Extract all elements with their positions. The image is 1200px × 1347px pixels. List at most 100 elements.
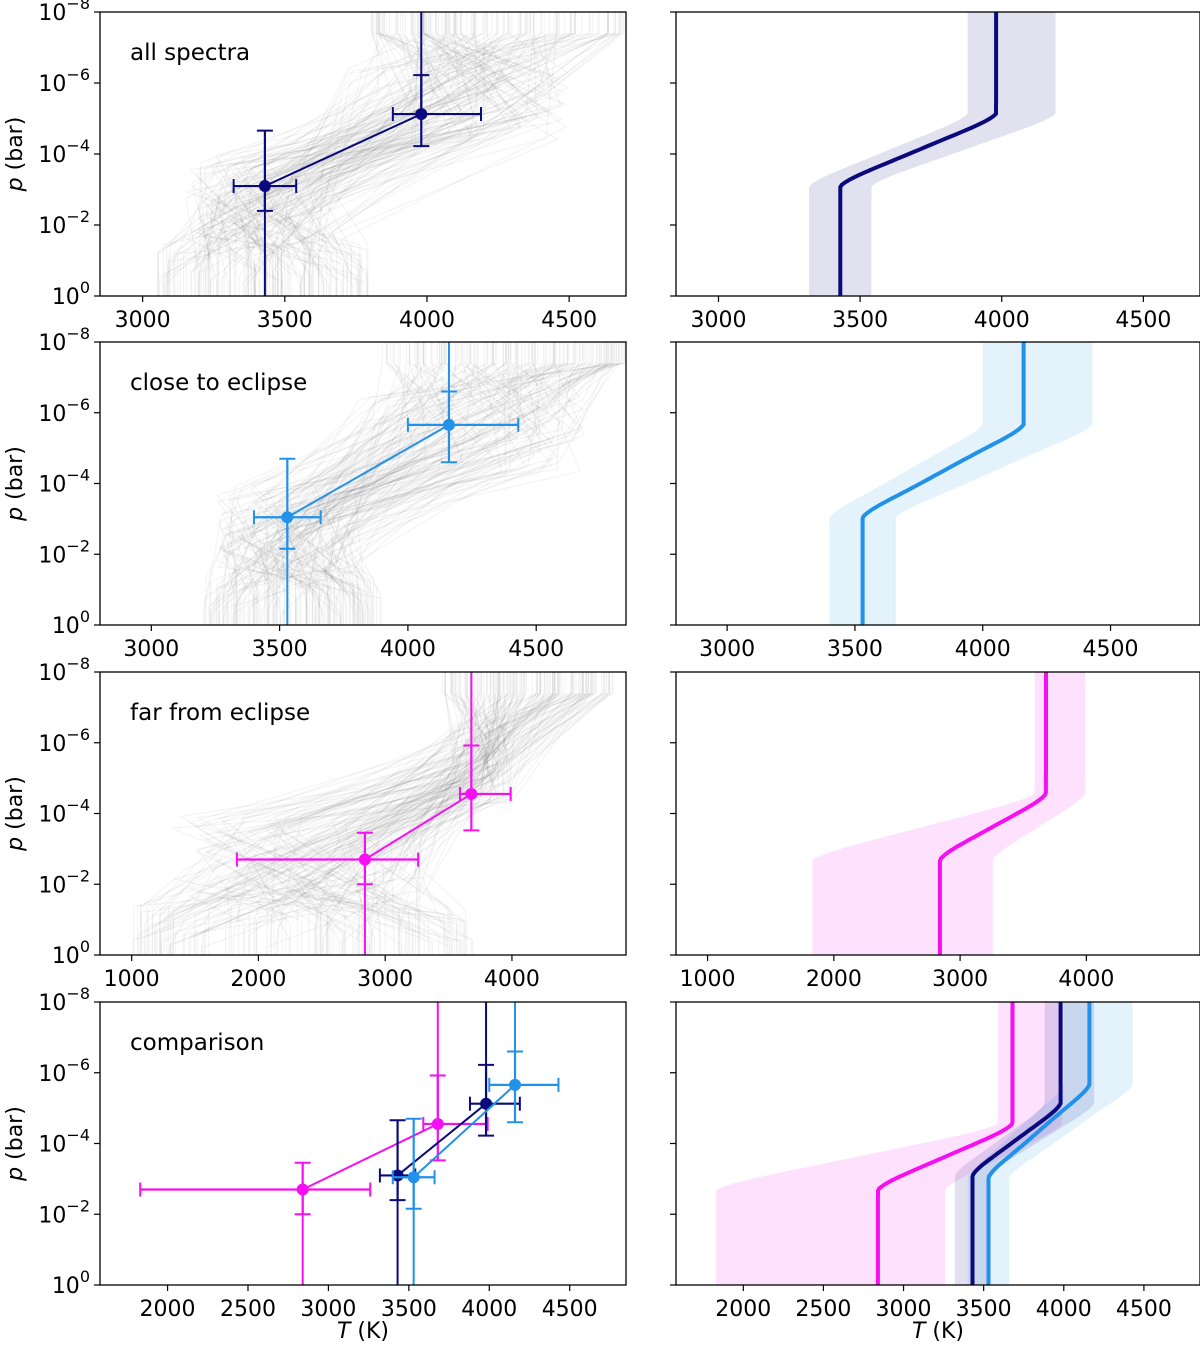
sample-line	[222, 342, 463, 625]
panel-cmp-right: 2000 2500 3000 3500 4000 4500	[670, 1001, 1200, 1322]
sample-line	[220, 342, 585, 625]
sample-line	[241, 342, 577, 625]
sample-line	[286, 672, 491, 955]
sample-line	[234, 12, 484, 296]
sample-line	[281, 342, 542, 625]
sample-line	[210, 342, 564, 625]
sample-line	[174, 672, 511, 955]
sample-line	[209, 12, 554, 296]
data-point	[415, 108, 428, 121]
y-tick-base: 10	[38, 991, 66, 1016]
sample-line	[234, 672, 515, 955]
x-tick-label: 3500	[257, 308, 313, 333]
sample-line	[195, 672, 500, 955]
sample-line	[300, 342, 471, 625]
sample-line	[274, 342, 549, 625]
profile-median-far	[875, 1002, 1015, 1285]
x-tick-label: 3500	[832, 308, 888, 333]
sample-line	[262, 342, 442, 625]
sample-line	[169, 672, 575, 955]
panel-all-right: 3000 3500 4000 4500	[670, 11, 1200, 333]
y-tick-exponent: −6	[66, 1055, 90, 1074]
sample-line	[243, 12, 563, 296]
sample-line	[288, 342, 523, 625]
sample-line	[156, 672, 495, 955]
profile-connector	[264, 113, 422, 187]
sample-line	[412, 672, 542, 955]
sample-line	[254, 342, 527, 625]
y-tick-exponent: −4	[66, 466, 90, 485]
series-all	[378, 1002, 521, 1285]
sample-line	[243, 12, 479, 296]
sample-line	[261, 342, 548, 625]
sample-line	[169, 12, 527, 296]
y-tick-label: 100	[52, 278, 90, 310]
panel-annotation: far from eclipse	[130, 700, 310, 726]
y-tick-exponent: −2	[66, 536, 90, 555]
sample-line	[198, 12, 430, 296]
sample-line	[316, 342, 411, 625]
sample-line	[240, 342, 555, 625]
sample-line	[273, 672, 492, 955]
y-axis-label: p (bar)	[3, 776, 28, 852]
sample-line	[217, 342, 425, 625]
sample-line	[205, 12, 395, 296]
x-tick-label: 1000	[104, 967, 160, 992]
sample-line	[187, 672, 474, 955]
sample-line	[196, 672, 476, 955]
profile-connector	[286, 423, 450, 519]
x-tick-label: 4000	[955, 637, 1011, 662]
sample-line	[355, 342, 541, 625]
sample-line	[238, 342, 416, 625]
sample-line	[317, 12, 486, 296]
sample-line	[168, 12, 555, 296]
sample-line	[191, 12, 509, 296]
x-tick-label: 2000	[715, 1297, 771, 1322]
sample-line	[235, 342, 553, 625]
sample-line	[319, 12, 451, 296]
sample-line	[280, 12, 521, 296]
series-close	[252, 342, 520, 625]
y-tick-label: 10−2	[38, 536, 90, 568]
sample-line	[344, 672, 573, 955]
sample-line	[204, 12, 619, 296]
x-tick-label: 4000	[399, 308, 455, 333]
sample-line	[178, 672, 518, 955]
sample-line	[197, 12, 443, 296]
y-tick-exponent: 0	[80, 607, 90, 626]
sample-line	[264, 342, 526, 625]
y-tick-exponent: −4	[66, 136, 90, 155]
sample-line	[225, 12, 441, 296]
sample-line	[172, 672, 584, 955]
x-tick-label: 3000	[699, 637, 755, 662]
sample-line	[314, 342, 507, 625]
y-tick-exponent: −8	[66, 984, 90, 1003]
panel-close-left: 3000 3500 4000 450010−810−610−410−2100close…	[38, 324, 627, 662]
y-tick-exponent: −8	[66, 654, 90, 673]
sample-line	[285, 342, 615, 625]
sample-line	[267, 342, 446, 625]
sample-line	[274, 672, 516, 955]
sample-line	[167, 12, 545, 296]
sample-line	[137, 672, 561, 955]
sample-line	[196, 12, 572, 296]
sample-line	[222, 342, 518, 625]
sample-line	[253, 12, 625, 296]
sample-line	[277, 342, 582, 625]
sample-line	[268, 12, 383, 296]
y-tick-label: 10−4	[38, 1126, 90, 1158]
sample-line	[164, 12, 522, 296]
plot-area	[829, 342, 1093, 625]
sample-line	[225, 672, 549, 955]
x-tick-label: 3000	[357, 967, 413, 992]
sample-line	[179, 12, 554, 296]
sample-line	[140, 672, 572, 955]
sample-line	[190, 12, 558, 296]
sample-line	[160, 672, 521, 955]
sample-line	[239, 12, 570, 296]
sample-line	[246, 672, 605, 955]
y-tick-label: 10−8	[38, 984, 90, 1016]
sample-line	[354, 342, 591, 625]
sample-line	[264, 672, 517, 955]
sample-line	[275, 342, 613, 625]
